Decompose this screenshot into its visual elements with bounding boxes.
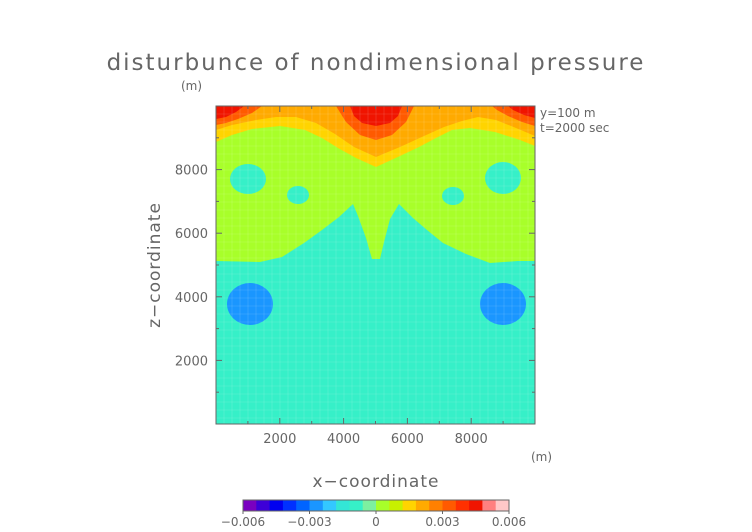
x-tick-label: 2000 bbox=[263, 432, 296, 447]
x-tick-label: 8000 bbox=[455, 432, 488, 447]
colorbar-swatch bbox=[269, 500, 284, 511]
blue-pocket-left bbox=[227, 283, 273, 325]
x-tick-label: 6000 bbox=[391, 432, 424, 447]
colorbar-tick-label: 0 bbox=[372, 515, 380, 529]
plot-grid-overlay bbox=[216, 106, 535, 424]
axis-ticks bbox=[215, 105, 536, 425]
contour-red-region bbox=[216, 106, 535, 126]
colorbar-swatch bbox=[309, 500, 324, 511]
colorbar-swatch bbox=[389, 500, 403, 511]
plot-area bbox=[215, 105, 536, 425]
annotation-time-value: t=2000 sec bbox=[540, 121, 609, 135]
y-tick-label: 2000 bbox=[175, 354, 208, 369]
cyan-pocket-left-upper bbox=[230, 164, 266, 194]
y-tick-label: 4000 bbox=[175, 291, 208, 306]
colorbar-swatch bbox=[402, 500, 417, 511]
annotation-y-value: y=100 m bbox=[540, 106, 596, 120]
x-unit-label: (m) bbox=[531, 450, 552, 464]
colorbar-swatch bbox=[322, 500, 337, 511]
y-tick-label: 6000 bbox=[175, 227, 208, 242]
chart-title: disturbunce of nondimensional pressure bbox=[107, 50, 646, 76]
colorbar-swatch bbox=[376, 500, 390, 511]
blue-pocket-right bbox=[480, 283, 526, 325]
colorbar-swatch bbox=[469, 500, 483, 511]
z-unit-label: (m) bbox=[181, 79, 202, 93]
colorbar-swatch bbox=[482, 500, 497, 511]
colorbar-swatch bbox=[282, 500, 297, 511]
colorbar-swatch bbox=[429, 500, 443, 511]
colorbar-swatch bbox=[256, 500, 270, 511]
colorbar bbox=[242, 499, 510, 514]
colorbar-swatch bbox=[495, 500, 510, 511]
colorbar-tick-label: −0.003 bbox=[287, 515, 331, 529]
x-tick-label: 4000 bbox=[327, 432, 360, 447]
colorbar-tick-label: 0.006 bbox=[492, 515, 526, 529]
colorbar-swatch bbox=[243, 500, 257, 511]
y-tick-labels: 2000 4000 6000 8000 bbox=[175, 164, 208, 370]
colorbar-labels: −0.006 −0.003 0 0.003 0.006 bbox=[221, 515, 526, 529]
y-axis-title: z−coordinate bbox=[145, 202, 165, 328]
cyan-pocket-right-small bbox=[442, 187, 464, 205]
colorbar-swatch bbox=[336, 500, 350, 511]
colorbar-swatch bbox=[362, 500, 377, 511]
contour-lightgreen-region bbox=[216, 106, 535, 263]
colorbar-swatch bbox=[296, 500, 310, 511]
colorbar-swatch bbox=[455, 500, 470, 511]
colorbar-swatch bbox=[415, 500, 430, 511]
colorbar-tick-label: −0.006 bbox=[221, 515, 265, 529]
cyan-pocket-left-small bbox=[287, 186, 309, 204]
colorbar-swatch bbox=[349, 500, 364, 511]
colorbar-swatch bbox=[442, 500, 457, 511]
colorbar-tick-label: 0.003 bbox=[425, 515, 459, 529]
cyan-pocket-right-upper bbox=[485, 162, 521, 194]
x-axis-title: x−coordinate bbox=[313, 472, 440, 492]
y-tick-label: 8000 bbox=[175, 164, 208, 179]
x-tick-labels: 2000 4000 6000 8000 bbox=[263, 432, 487, 447]
